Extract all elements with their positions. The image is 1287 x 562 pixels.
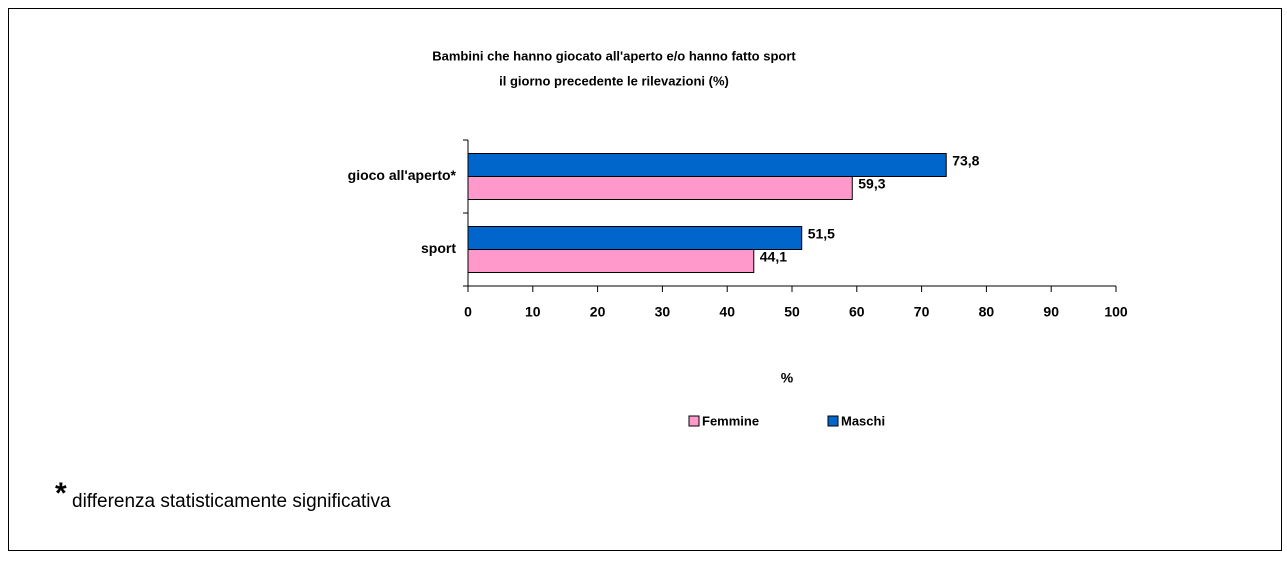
chart-title: Bambini che hanno giocato all'aperto e/o… [432,48,796,63]
x-tick-label: 0 [464,304,472,320]
x-tick-label: 70 [914,304,930,320]
y-tick-label: sport [421,240,456,256]
data-label: 59,3 [858,176,885,192]
x-tick-label: 40 [719,304,735,320]
x-tick-label: 80 [979,304,995,320]
legend-swatch [827,415,839,427]
x-tick-label: 50 [784,304,800,320]
x-tick-label: 90 [1043,304,1059,320]
bar [467,249,755,273]
footnote: differenza statisticamente significativa [72,491,391,512]
footnote-marker: * [55,477,67,510]
x-tick-label: 60 [849,304,865,320]
data-label: 51,5 [808,226,835,242]
legend-label: Femmine [702,413,759,428]
bar [467,176,853,200]
legend-swatch [688,415,700,427]
x-tick-label: 30 [655,304,671,320]
bar [467,153,947,177]
frame [8,8,1282,551]
chart-subtitle: il giorno precedente le rilevazioni (%) [499,73,729,88]
x-tick-label: 100 [1104,304,1128,320]
x-tick-label: 10 [525,304,541,320]
y-tick-label: gioco all'aperto* [348,167,457,183]
x-axis-label: % [781,370,794,386]
data-label: 44,1 [760,249,787,265]
data-label: 73,8 [952,153,979,169]
x-tick-label: 20 [590,304,606,320]
legend-label: Maschi [841,413,885,428]
bar [467,226,803,250]
